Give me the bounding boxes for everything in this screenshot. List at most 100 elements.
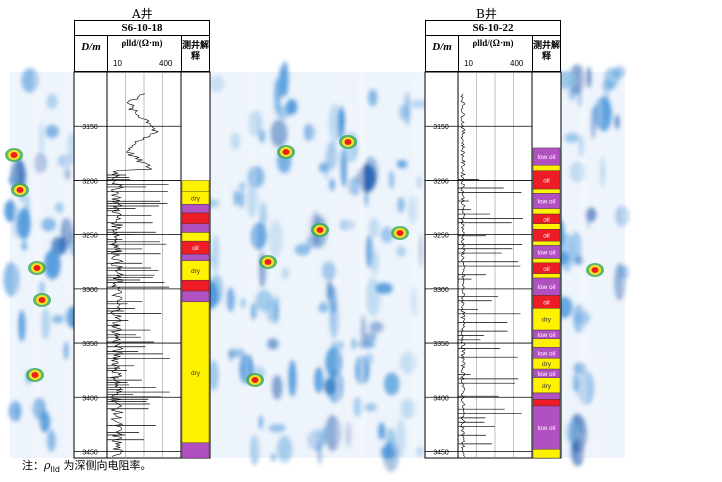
well-1-zone-yellow bbox=[532, 258, 561, 264]
seismic-blob bbox=[211, 234, 220, 273]
seismic-blobs-1 bbox=[203, 61, 427, 473]
well-a-header: S6-10-18 D/m ρlld/(Ω·m) 10 400 测井解释 bbox=[74, 20, 210, 72]
seismic-blob bbox=[368, 217, 380, 238]
seismic-streak bbox=[245, 71, 251, 459]
well-0-depth-tick-label: 3450 bbox=[82, 449, 98, 456]
seismic-blob bbox=[21, 68, 39, 93]
well-0-depth-tick-label: 3250 bbox=[82, 233, 98, 240]
seismic-blob bbox=[384, 372, 400, 396]
well-1-zone-label: oil bbox=[543, 299, 550, 306]
seismic-blob bbox=[367, 89, 378, 107]
seismic-blob bbox=[281, 61, 289, 97]
well-0-zone-label: dry bbox=[191, 195, 201, 202]
seismic-blob bbox=[250, 434, 260, 466]
seismic-blob bbox=[24, 192, 30, 229]
seismic-blob bbox=[397, 197, 405, 213]
well-b-id: S6-10-22 bbox=[426, 21, 560, 36]
well-0-zone-purple bbox=[181, 442, 210, 459]
seismic-blob bbox=[208, 75, 226, 92]
well-1-zone-label: low oil bbox=[537, 350, 556, 357]
anomaly-core bbox=[282, 149, 290, 155]
seismic-blob bbox=[317, 441, 322, 465]
seismic-blob bbox=[7, 174, 19, 185]
seismic-streak bbox=[579, 71, 584, 459]
well-1-zone-yellow bbox=[532, 273, 561, 279]
seismic-blob bbox=[246, 181, 258, 219]
well-0-zone-purple bbox=[181, 204, 210, 214]
seismic-blob bbox=[363, 403, 378, 412]
seismic-blob bbox=[365, 234, 373, 268]
anomaly-core bbox=[344, 139, 352, 145]
seismic-blob bbox=[233, 189, 239, 206]
seismic-blob bbox=[369, 321, 384, 333]
seismic-blob bbox=[326, 369, 344, 404]
seismic-blob bbox=[259, 201, 267, 230]
seismic-blob bbox=[325, 414, 341, 452]
seismic-blob bbox=[329, 178, 336, 191]
seismic-blob bbox=[594, 96, 612, 132]
seismic-blob bbox=[271, 375, 283, 400]
seismic-blob bbox=[276, 105, 290, 120]
well-1-depth-tick-label: 3400 bbox=[433, 395, 449, 402]
seismic-blob bbox=[57, 154, 74, 168]
well-1-zone-yellow bbox=[532, 188, 561, 194]
well-1-zone-yellow bbox=[532, 449, 561, 459]
seismic-blob bbox=[258, 414, 264, 431]
well-1-zone-red bbox=[532, 399, 561, 407]
seismic-blob bbox=[46, 93, 58, 110]
seismic-blob bbox=[389, 170, 394, 190]
well-0-zone-label: dry bbox=[191, 370, 201, 377]
footnote-prefix: 注： bbox=[22, 459, 44, 472]
seismic-blob bbox=[338, 219, 355, 231]
well-b-header: S6-10-22 D/m ρlld/(Ω·m) 10 400 测井解释 bbox=[425, 20, 561, 72]
well-1-zone-label: dry bbox=[542, 317, 552, 324]
seismic-blob bbox=[378, 422, 386, 441]
seismic-blob bbox=[573, 362, 587, 375]
seismic-blob bbox=[396, 159, 408, 169]
seismic-blob bbox=[208, 360, 219, 391]
seismic-streak bbox=[12, 71, 17, 459]
well-1-zone-label: oil bbox=[543, 233, 550, 240]
seismic-blob bbox=[366, 352, 374, 366]
seismic-blob bbox=[274, 77, 281, 114]
seismic-blob bbox=[337, 110, 345, 141]
seismic-blob bbox=[362, 156, 379, 189]
well-0-depth-tick-label: 3350 bbox=[82, 341, 98, 348]
well-1-depth-tick-label: 3350 bbox=[433, 341, 449, 348]
well-1-depth-tick-label: 3450 bbox=[433, 449, 449, 456]
seismic-blob bbox=[313, 367, 324, 394]
seismic-blob bbox=[230, 132, 241, 150]
seismic-blob bbox=[45, 124, 59, 139]
anomaly-core bbox=[591, 267, 599, 273]
seismic-panel-1 bbox=[210, 72, 425, 458]
well-1-zone-yellow bbox=[532, 338, 561, 348]
seismic-blob bbox=[238, 181, 246, 191]
well-1-depth-tick-label: 3150 bbox=[433, 124, 449, 131]
well-1-zone-yellow bbox=[532, 240, 561, 246]
anomaly-core bbox=[31, 372, 39, 378]
seismic-blob bbox=[268, 219, 283, 259]
seismic-blob bbox=[323, 156, 330, 181]
well-b-title: B井 bbox=[476, 7, 497, 21]
seismic-blob bbox=[21, 241, 27, 251]
seismic-streak bbox=[415, 71, 419, 459]
seismic-blob bbox=[564, 132, 580, 143]
seismic-blob bbox=[47, 429, 56, 452]
well-1-zone-label: low oil bbox=[537, 199, 556, 206]
well-0-zone-red bbox=[181, 279, 210, 292]
footnote-text: 为深侧向电阻率。 bbox=[60, 459, 152, 472]
well-1-zone-label: oil bbox=[543, 216, 550, 223]
well-0-depth-tick-label: 3150 bbox=[82, 124, 98, 131]
seismic-streak bbox=[412, 71, 415, 459]
seismic-blob bbox=[267, 338, 279, 350]
well-1-zone-label: dry bbox=[542, 361, 552, 368]
well-0-zone-purple bbox=[181, 290, 210, 303]
anomaly-core bbox=[316, 227, 324, 233]
seismic-blob bbox=[586, 66, 591, 89]
well-1-zone-label: low oil bbox=[537, 249, 556, 256]
seismic-blob bbox=[238, 189, 245, 209]
seismic-blob bbox=[565, 421, 580, 444]
seismic-blob bbox=[38, 410, 51, 433]
seismic-blob bbox=[40, 307, 51, 340]
